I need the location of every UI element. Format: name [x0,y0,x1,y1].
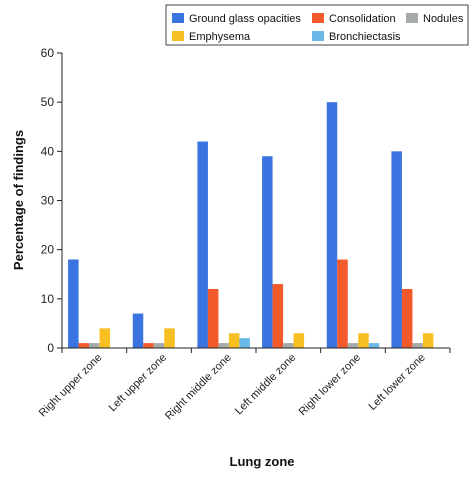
bar [391,151,402,348]
y-tick-label: 10 [41,292,55,306]
legend-swatch [312,13,324,23]
y-tick-label: 20 [41,243,55,257]
x-tick-label: Left middle zone [233,352,299,418]
bar [337,259,348,348]
x-tick-label: Left lower zone [367,352,428,413]
bar [368,343,380,348]
x-tick-label: Right lower zone [297,352,363,418]
bar [78,343,90,348]
x-axis-title: Lung zone [230,454,295,469]
y-tick-label: 0 [47,341,54,355]
y-tick-label: 30 [41,194,55,208]
legend-swatch [172,31,184,41]
bar [89,343,100,348]
x-tick-label: Right upper zone [37,352,105,420]
legend-label: Nodules [423,13,464,25]
bar [272,284,284,348]
legend-swatch [172,13,184,23]
bar [262,156,273,348]
bar [143,343,154,348]
y-axis-title: Percentage of findings [11,130,26,270]
legend-label: Consolidation [329,13,396,25]
x-tick-label: Left upper zone [107,352,170,415]
y-tick-label: 60 [41,46,55,60]
bar [293,333,305,348]
bar [132,313,144,348]
y-tick-label: 40 [41,144,55,158]
legend-swatch [406,13,418,23]
bar [207,289,219,348]
legend-label: Emphysema [189,31,251,43]
x-tick-label: Right middle zone [163,352,234,423]
bar [401,289,413,348]
bar [283,343,294,348]
bar [239,338,250,348]
y-tick-label: 50 [41,95,55,109]
legend-label: Ground glass opacities [189,13,301,25]
bar [197,141,208,348]
y-axis-ticks: 0 10 20 30 40 50 60 [41,46,62,355]
bar [358,333,369,348]
bars [68,102,434,349]
legend-swatch [312,31,324,41]
bar [347,343,359,348]
bar [228,333,240,348]
legend-label: Bronchiectasis [329,31,401,43]
bar [164,328,175,348]
bar [99,328,111,348]
legend: Ground glass opacities Consolidation Nodul… [165,4,469,46]
bar [412,343,423,348]
bar [326,102,338,349]
bar [68,259,79,348]
bar [153,343,165,348]
bar [218,343,229,348]
bar [422,333,434,348]
